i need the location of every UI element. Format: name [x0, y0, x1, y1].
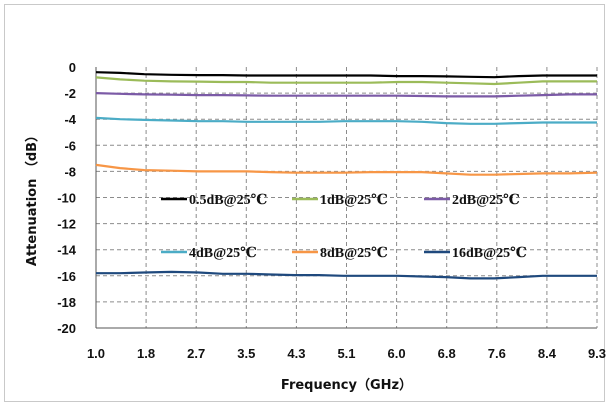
- y-tick-label: -8: [64, 164, 76, 179]
- x-axis-title: Frequency（GHz）: [281, 377, 412, 393]
- legend-label: 2dB@25℃: [452, 193, 520, 208]
- chart-frame: [4, 4, 605, 402]
- y-tick-label: -20: [57, 321, 76, 336]
- y-axis-title: Attenuation （dB）: [24, 129, 40, 266]
- x-tick-label: 3.5: [237, 346, 255, 361]
- legend-label: 8dB@25℃: [320, 246, 388, 261]
- y-tick-label: -14: [57, 243, 77, 258]
- series-layer: [95, 71, 598, 280]
- series-line: [95, 163, 598, 176]
- y-tick-labels: 0 -2 -4 -6 -8 -10 -12 -14 -16 -18 -20: [57, 60, 77, 336]
- series-line: [95, 76, 597, 86]
- y-tick-label: -12: [57, 217, 76, 232]
- series-line: [95, 92, 597, 98]
- x-tick-label: 5.1: [337, 346, 355, 361]
- legend-label: 4dB@25℃: [189, 246, 257, 261]
- legend-item: 8dB@25℃: [292, 246, 388, 261]
- legend-item: 4dB@25℃: [161, 246, 257, 261]
- legend-label: 1dB@25℃: [320, 193, 388, 208]
- x-tick-label: 8.4: [538, 346, 557, 361]
- x-tick-label: 4.3: [287, 346, 305, 361]
- legend-item: 16dB@25℃: [424, 246, 527, 261]
- y-tick-label: -16: [57, 269, 76, 284]
- x-tick-label: 7.6: [488, 346, 506, 361]
- x-tick-label: 2.7: [187, 346, 205, 361]
- series-line: [95, 71, 597, 79]
- x-tick-label: 1.8: [137, 346, 155, 361]
- x-tick-label: 1.0: [87, 346, 105, 361]
- y-tick-label: -4: [64, 112, 76, 127]
- y-tick-label: -18: [57, 295, 76, 310]
- series-line: [95, 116, 597, 125]
- x-tick-labels: 1.0 1.8 2.7 3.5 4.3 5.1 6.0 6.8 7.6 8.4 9.3: [87, 346, 606, 361]
- x-tick-label: 6.0: [388, 346, 406, 361]
- legend-label: 16dB@25℃: [452, 246, 527, 261]
- legend: 0.5dB@25℃ 1dB@25℃ 2dB@25℃ 4dB@25℃ 8dB@25℃ 16d…: [161, 193, 527, 261]
- gridlines: [96, 67, 597, 328]
- legend-label: 0.5dB@25℃: [189, 193, 268, 208]
- series-line: [96, 270, 597, 280]
- legend-item: 1dB@25℃: [292, 193, 388, 208]
- x-tick-label: 9.3: [588, 346, 606, 361]
- y-tick-label: 0: [69, 60, 76, 75]
- legend-item: 0.5dB@25℃: [161, 193, 268, 208]
- x-tick-label: 6.8: [438, 346, 456, 361]
- legend-item: 2dB@25℃: [424, 193, 520, 208]
- y-tick-label: -10: [57, 191, 76, 206]
- y-tick-label: -2: [64, 86, 76, 101]
- axes: [95, 67, 598, 329]
- y-tick-label: -6: [64, 138, 76, 153]
